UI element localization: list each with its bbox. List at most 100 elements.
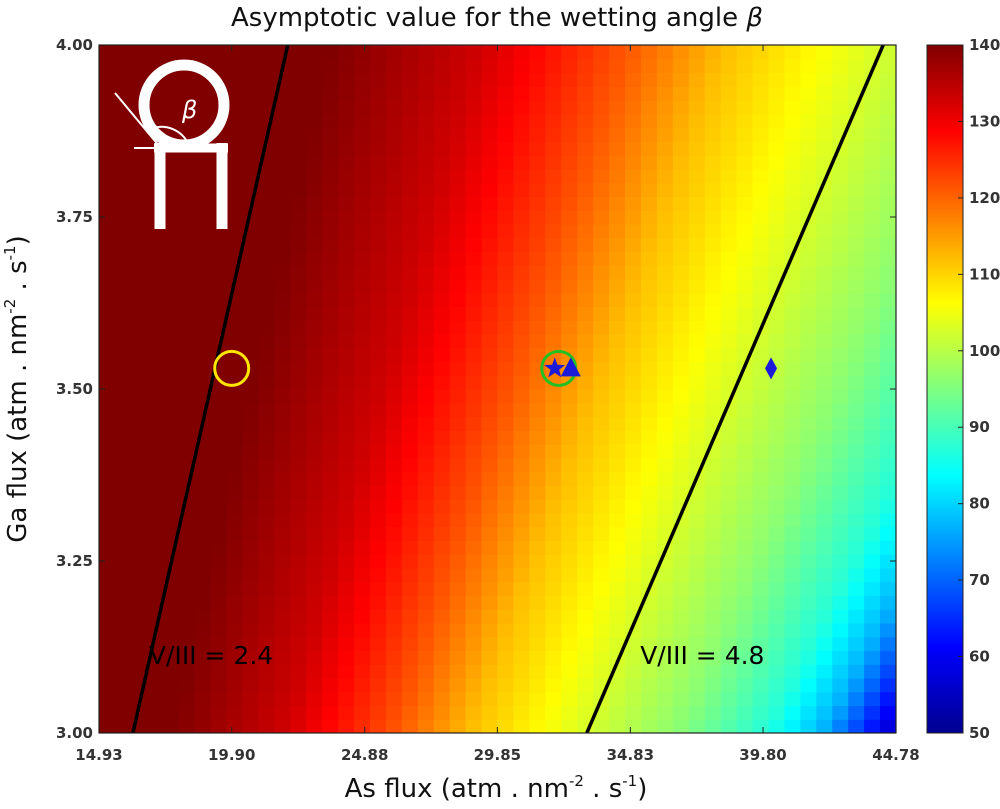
heatmap-cell: [545, 457, 562, 473]
heatmap-cell: [290, 719, 307, 733]
heatmap-cell: [832, 705, 849, 720]
heatmap-cell: [385, 457, 403, 473]
heatmap-cell: [545, 223, 562, 239]
heatmap-cell: [784, 554, 801, 569]
heatmap-cell: [338, 540, 355, 555]
heatmap-cell: [545, 292, 562, 308]
heatmap-cell: [497, 155, 515, 170]
heatmap-cell: [369, 389, 387, 404]
heatmap-cell: [640, 155, 658, 170]
heatmap-cell: [354, 141, 371, 156]
heatmap-cell: [369, 457, 387, 473]
heatmap-cell: [417, 347, 435, 363]
heatmap-cell: [385, 265, 403, 280]
heatmap-cell: [114, 677, 132, 693]
heatmap-cell: [322, 719, 339, 733]
heatmap-cell: [848, 691, 865, 707]
heatmap-cell: [561, 237, 578, 252]
heatmap-cell: [274, 127, 291, 142]
heatmap-cell: [625, 306, 642, 321]
wetting-angle-arc: [145, 125, 191, 149]
heatmap-cell: [688, 512, 706, 528]
heatmap-cell: [114, 223, 132, 239]
heatmap-cell: [688, 210, 706, 225]
heatmap-cell: [242, 636, 259, 652]
heatmap-cell: [385, 691, 403, 707]
heatmap-cell: [736, 72, 754, 87]
heatmap-cell: [290, 567, 307, 583]
heatmap-cell: [385, 237, 403, 252]
heatmap-cell: [752, 375, 770, 390]
heatmap-cell: [385, 347, 403, 363]
heatmap-cell: [577, 168, 594, 184]
heatmap-cell: [417, 223, 435, 239]
heatmap-cell: [736, 636, 754, 652]
heatmap-cell: [322, 430, 339, 445]
heatmap-cell: [593, 86, 610, 101]
heatmap-cell: [529, 182, 546, 197]
heatmap-cell: [848, 333, 865, 349]
heatmap-cell: [768, 113, 786, 129]
heatmap-cell: [210, 512, 228, 528]
heatmap-cell: [672, 182, 690, 197]
heatmap-cell: [864, 361, 881, 376]
heatmap-cell: [449, 512, 467, 528]
heatmap-cell: [513, 444, 530, 459]
heatmap-cell: [513, 677, 530, 693]
heatmap-cell: [672, 471, 690, 486]
heatmap-cell: [354, 691, 371, 707]
heatmap-cell: [672, 141, 690, 156]
heatmap-cell: [338, 650, 355, 665]
heatmap-cell: [401, 127, 419, 142]
heatmap-cell: [354, 719, 371, 733]
heatmap-cell: [178, 595, 196, 610]
heatmap-cell: [433, 375, 451, 390]
heatmap-cell: [736, 113, 754, 129]
heatmap-cell: [449, 168, 467, 184]
heatmap-cell: [577, 444, 594, 459]
heatmap-cell: [433, 389, 451, 404]
heatmap-cell: [609, 567, 626, 583]
heatmap-cell: [242, 650, 259, 665]
heatmap-cell: [242, 457, 259, 473]
heatmap-cell: [114, 155, 132, 170]
colorbar-tick-label: 110: [969, 265, 1000, 283]
heatmap-cell: [146, 361, 164, 376]
heatmap-cell: [529, 127, 546, 142]
heatmap-cell: [99, 141, 116, 156]
heatmap-cell: [497, 127, 515, 142]
heatmap-cell: [497, 581, 515, 596]
heatmap-cell: [322, 347, 339, 363]
heatmap-cell: [593, 595, 610, 610]
heatmap-cell: [768, 416, 786, 431]
heatmap-cell: [545, 650, 562, 665]
heatmap-cell: [481, 361, 499, 376]
heatmap-cell: [433, 306, 451, 321]
heatmap-cell: [768, 471, 786, 486]
heatmap-cell: [354, 485, 371, 500]
heatmap-cell: [720, 210, 738, 225]
heatmap-cell: [130, 292, 148, 308]
heatmap-cell: [609, 182, 626, 197]
heatmap-cell: [258, 223, 275, 239]
heatmap-cell: [864, 499, 881, 514]
heatmap-cell: [704, 196, 722, 211]
heatmap-cell: [640, 333, 658, 349]
heatmap-cell: [832, 719, 849, 733]
heatmap-cell: [593, 320, 610, 335]
heatmap-cell: [306, 347, 323, 363]
heatmap-cell: [688, 567, 706, 583]
heatmap-cell: [832, 389, 849, 404]
heatmap-cell: [465, 333, 483, 349]
heatmap-cell: [848, 567, 865, 583]
heatmap-cell: [226, 72, 244, 87]
heatmap-cell: [194, 210, 212, 225]
nanowire-droplet-inset: β: [114, 59, 230, 229]
heatmap-cell: [768, 650, 786, 665]
heatmap-cell: [593, 636, 610, 652]
heatmap-cell: [226, 223, 244, 239]
heatmap-cell: [130, 306, 148, 321]
heatmap-cell: [625, 168, 642, 184]
heatmap-cell: [449, 72, 467, 87]
